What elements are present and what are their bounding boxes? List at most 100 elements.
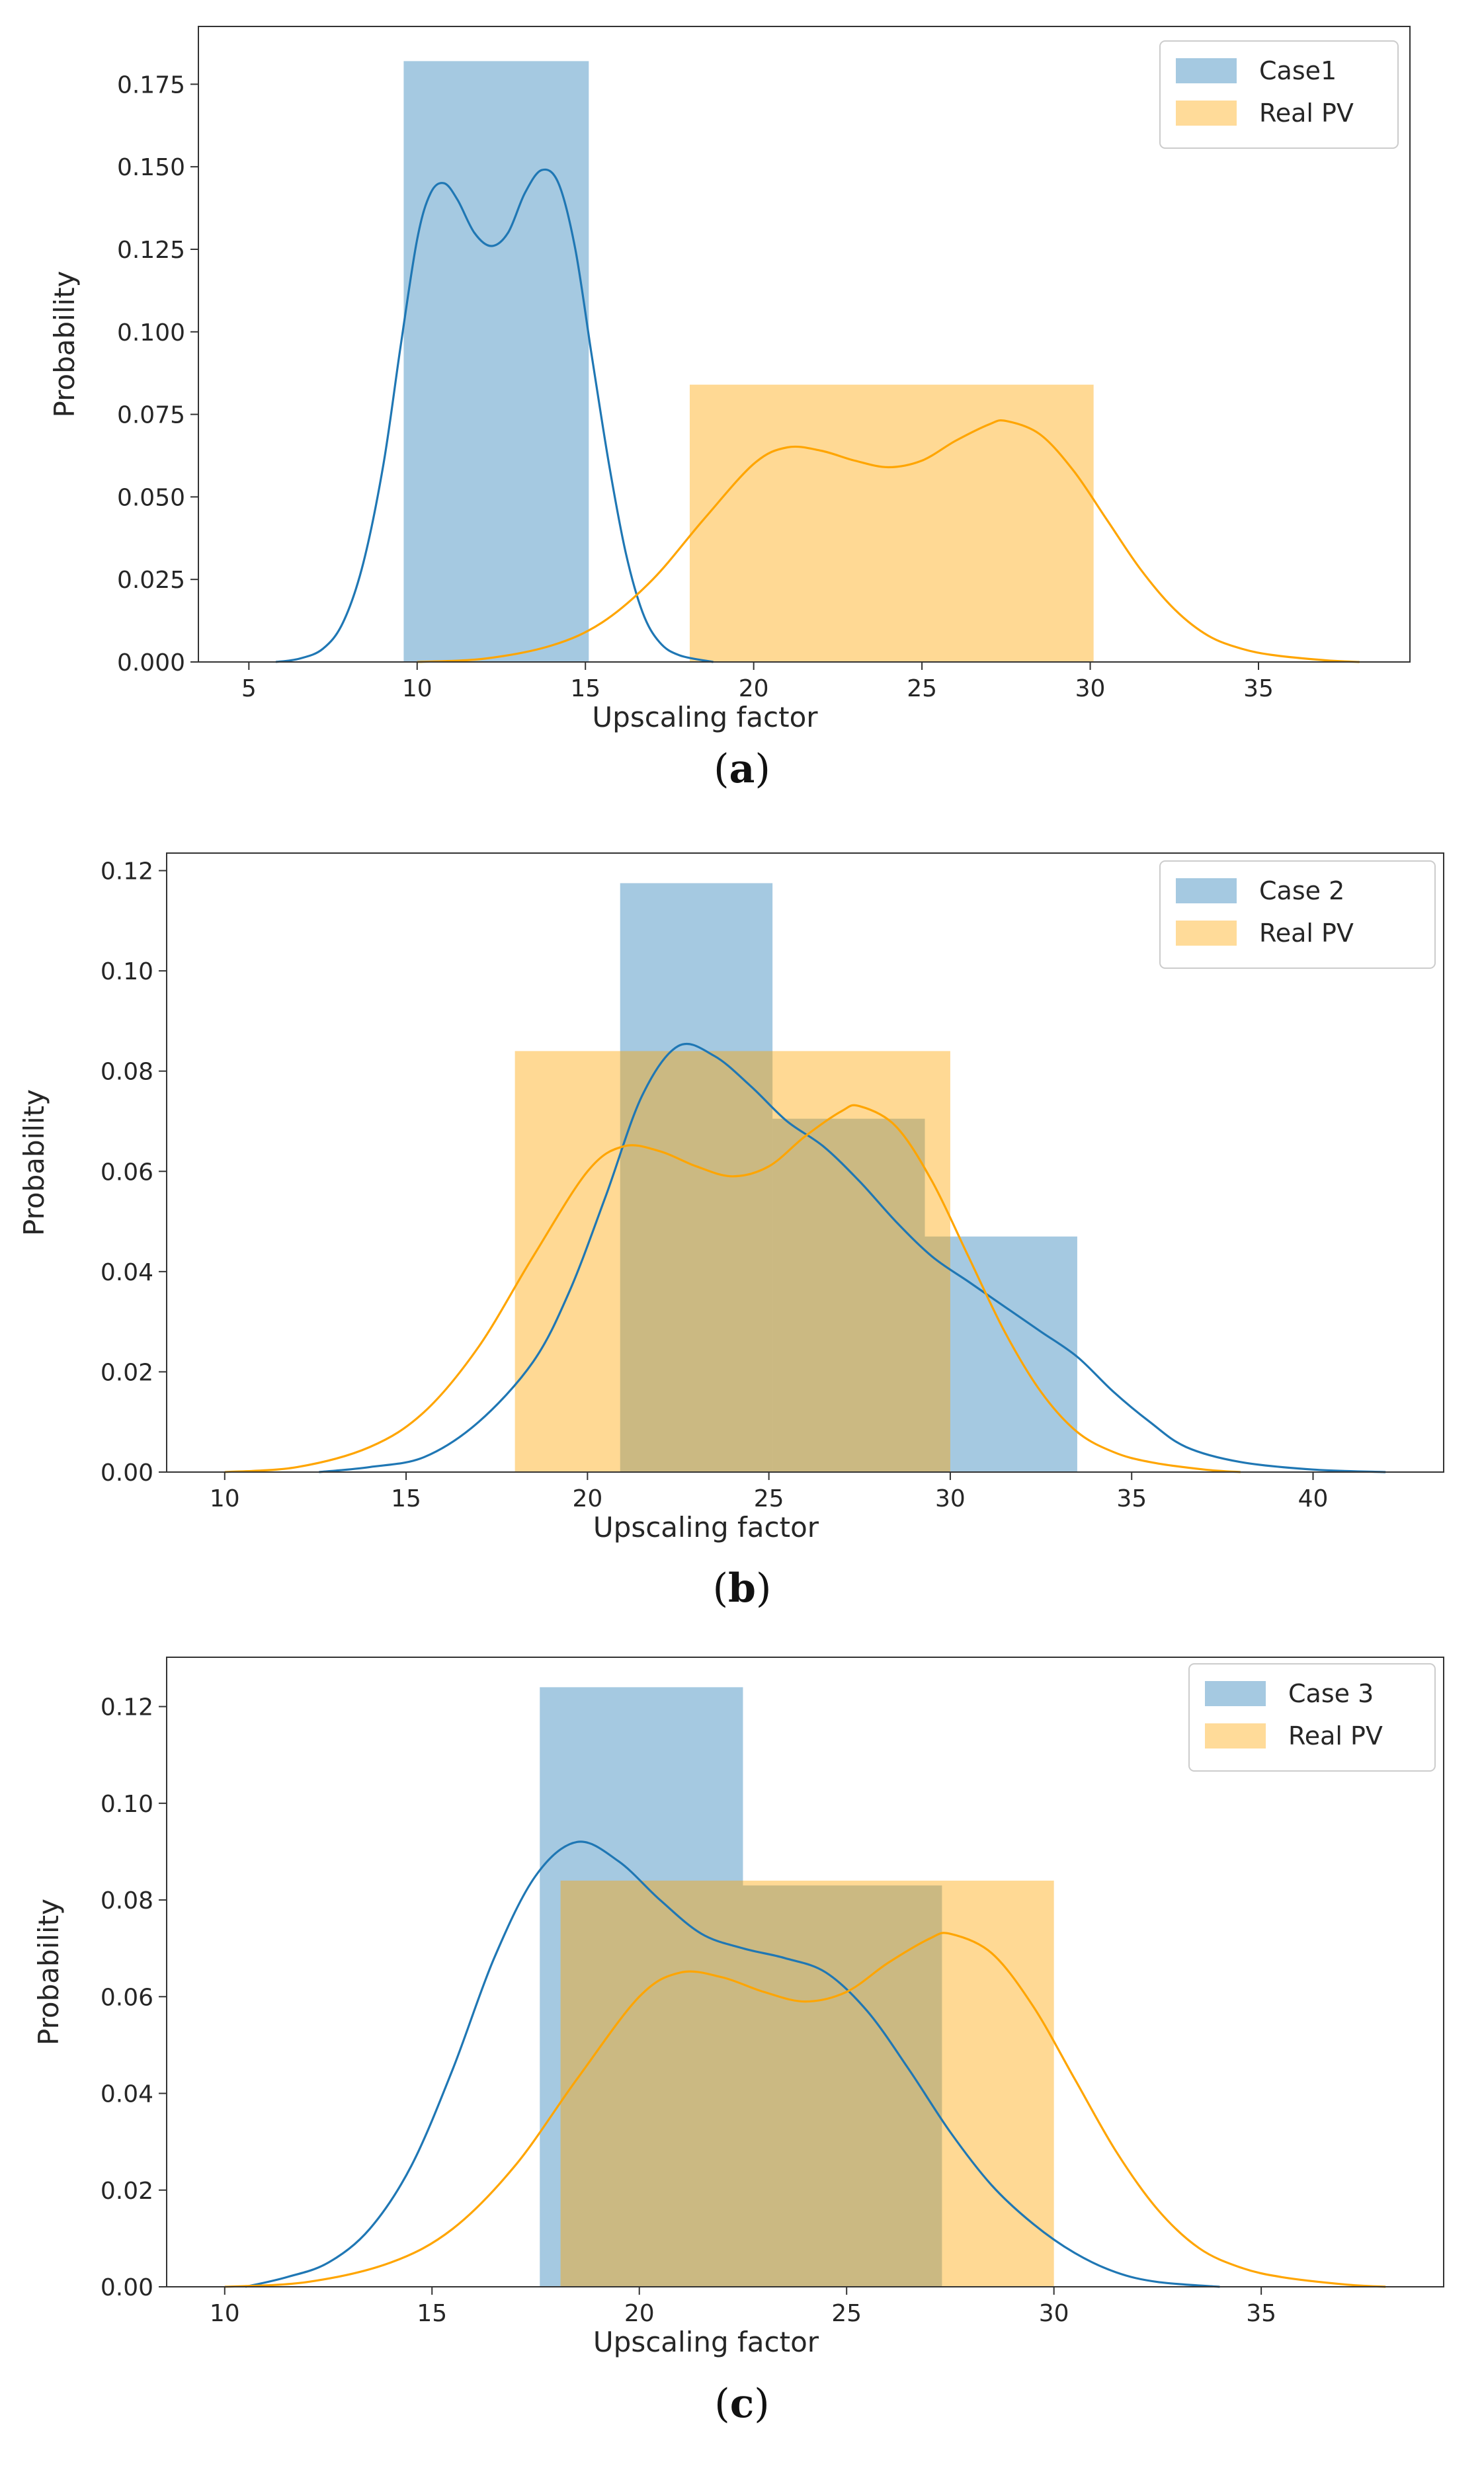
y-tick-label: 0.100 xyxy=(117,319,185,347)
x-tick-label: 5 xyxy=(241,675,257,702)
x-tick-label: 15 xyxy=(417,2300,447,2327)
kde-line-case xyxy=(245,1840,1220,2288)
hist-bar-case-0 xyxy=(620,883,773,1472)
x-tick-label: 20 xyxy=(739,675,769,702)
caption-letter: b xyxy=(728,1565,756,1612)
caption-letter: a xyxy=(729,746,755,792)
y-tick-label: 0.050 xyxy=(117,484,185,511)
axes-frame xyxy=(166,852,1444,1473)
x-tick-label: 25 xyxy=(754,1485,784,1512)
x-tick-label: 10 xyxy=(210,2300,240,2327)
legend-label-case: Case 3 xyxy=(1288,1679,1374,1708)
x-tick-label: 35 xyxy=(1116,1485,1147,1512)
y-tick-label: 0.12 xyxy=(101,858,153,885)
y-tick-label: 0.075 xyxy=(117,402,185,429)
y-axis-label: Probability xyxy=(32,1899,65,2045)
y-tick-label: 0.025 xyxy=(117,567,185,594)
hist-bar-real-pv-0 xyxy=(560,1880,1054,2287)
y-tick-label: 0.04 xyxy=(101,2081,153,2108)
chart-panel-c: 10 15 20 25 30 35 0.00 0.02 0.04 0.06 0.08 0.10 0.12… xyxy=(32,1657,1444,2427)
x-tick-label: 30 xyxy=(1039,2300,1069,2327)
hist-bar-case-1 xyxy=(743,1885,942,2287)
hist-bar-real-pv-0 xyxy=(515,1051,950,1472)
legend-label-real-pv: Real PV xyxy=(1259,99,1354,128)
x-tick-label: 15 xyxy=(391,1485,421,1512)
legend-label-real-pv: Real PV xyxy=(1288,1721,1383,1750)
y-tick-label: 0.150 xyxy=(117,154,185,181)
legend-label-real-pv: Real PV xyxy=(1259,919,1354,948)
kde-line-case xyxy=(275,168,714,663)
x-tick-label: 25 xyxy=(831,2300,862,2327)
y-tick-label: 0.125 xyxy=(117,237,185,264)
y-tick-label: 0.08 xyxy=(101,1887,153,1914)
x-tick-label: 20 xyxy=(624,2300,655,2327)
x-tick-label: 35 xyxy=(1246,2300,1276,2327)
x-tick-label: 25 xyxy=(907,675,937,702)
panel-caption: (b) xyxy=(713,1565,772,1612)
axes-frame xyxy=(198,26,1411,663)
legend-box xyxy=(1159,860,1436,969)
caption-open-paren: ( xyxy=(714,746,729,792)
x-axis-label: Upscaling factor xyxy=(592,701,818,733)
x-tick-label: 20 xyxy=(572,1485,602,1512)
y-tick-label: 0.06 xyxy=(101,1984,153,2011)
legend-label-case: Case1 xyxy=(1259,56,1337,85)
y-tick-label: 0.00 xyxy=(101,2274,153,2301)
y-tick-label: 0.06 xyxy=(101,1159,153,1186)
legend-box xyxy=(1159,40,1399,149)
kde-line-real-pv xyxy=(224,1932,1386,2288)
x-tick-label: 30 xyxy=(1075,675,1106,702)
hist-bar-real-pv-0 xyxy=(689,384,1094,662)
hist-bar-case-0 xyxy=(403,61,589,662)
legend-swatch-case xyxy=(1205,1681,1266,1706)
legend: Case 2 Real PV xyxy=(1159,860,1436,969)
y-tick-label: 0.02 xyxy=(101,2178,153,2205)
legend-swatch-case xyxy=(1176,58,1237,83)
caption-close-paren: ) xyxy=(756,1565,771,1612)
hist-bar-case-1 xyxy=(772,1118,925,1472)
caption-open-paren: ( xyxy=(713,1565,728,1612)
y-axis-label: Probability xyxy=(48,270,81,417)
kde-line-real-pv xyxy=(224,1104,1241,1473)
y-tick-label: 0.00 xyxy=(101,1460,153,1487)
legend-label-case: Case 2 xyxy=(1259,876,1344,905)
caption-close-paren: ) xyxy=(754,2381,769,2427)
legend: Case1 Real PV xyxy=(1159,40,1399,149)
legend-swatch-case xyxy=(1176,878,1237,903)
legend-box xyxy=(1188,1663,1436,1772)
x-axis-label: Upscaling factor xyxy=(593,2326,819,2358)
legend-swatch-real-pv xyxy=(1205,1723,1266,1748)
x-tick-label: 40 xyxy=(1298,1485,1329,1512)
y-tick-label: 0.04 xyxy=(101,1259,153,1286)
y-tick-label: 0.02 xyxy=(101,1359,153,1386)
legend: Case 3 Real PV xyxy=(1188,1663,1436,1772)
y-tick-label: 0.10 xyxy=(101,1791,153,1818)
caption-close-paren: ) xyxy=(755,746,770,792)
legend-swatch-real-pv xyxy=(1176,921,1237,946)
caption-open-paren: ( xyxy=(714,2381,729,2427)
caption-letter: c xyxy=(730,2381,755,2427)
y-tick-label: 0.175 xyxy=(117,71,185,99)
panel-caption: (a) xyxy=(714,746,770,792)
x-tick-label: 15 xyxy=(570,675,600,702)
x-tick-label: 10 xyxy=(402,675,433,702)
legend-swatch-real-pv xyxy=(1176,101,1237,126)
x-tick-label: 30 xyxy=(935,1485,966,1512)
y-tick-label: 0.10 xyxy=(101,958,153,985)
kde-line-real-pv xyxy=(417,419,1360,663)
x-tick-label: 10 xyxy=(210,1485,240,1512)
x-tick-label: 35 xyxy=(1243,675,1274,702)
kde-line-case xyxy=(319,1042,1386,1473)
y-axis-label: Probability xyxy=(18,1089,50,1236)
chart-panel-a: 5 10 15 20 25 30 35 0.000 0.025 0.050 0.075 0.100 0.… xyxy=(48,26,1411,792)
axes-frame xyxy=(166,1657,1444,2287)
x-axis-label: Upscaling factor xyxy=(593,1511,819,1543)
y-tick-label: 0.12 xyxy=(101,1694,153,1721)
hist-bar-case-0 xyxy=(540,1687,743,2287)
chart-panel-b: 10 15 20 25 30 35 40 0.00 0.02 0.04 0.06 0.08 0.10 0.… xyxy=(18,852,1444,1612)
y-tick-label: 0.08 xyxy=(101,1059,153,1086)
hist-bar-case-2 xyxy=(925,1236,1077,1472)
panel-caption: (c) xyxy=(714,2381,769,2427)
y-tick-label: 0.000 xyxy=(117,649,185,677)
